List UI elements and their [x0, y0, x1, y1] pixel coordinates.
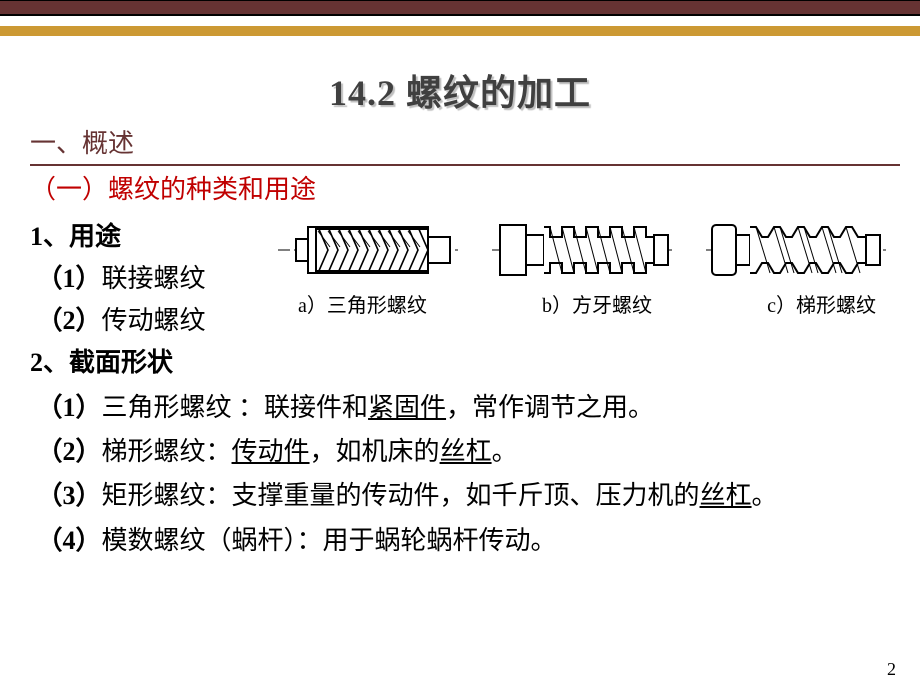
thread-diagram-trapezoidal	[706, 215, 886, 285]
ul-fastener: 紧固件	[368, 393, 446, 422]
desc-4: （4）模数螺纹（蜗杆）：用于蜗轮蜗杆传动。	[30, 521, 896, 561]
thread-diagram-triangular	[278, 215, 458, 285]
usage-item-2: （2）传动螺纹	[30, 301, 260, 341]
diagram-captions: a）三角形螺纹 b）方牙螺纹 c）梯形螺纹	[268, 291, 896, 322]
ul-leadscrew-1: 丝杠	[440, 437, 492, 466]
ul-transmission: 传动件	[232, 437, 310, 466]
page-number: 2	[887, 659, 896, 680]
ul-leadscrew-2: 丝杠	[700, 481, 752, 510]
body-row: 1、用途 （1）联接螺纹 （2）传动螺纹 2、截面形状	[30, 215, 896, 384]
desc-2: （2）梯形螺纹：传动件，如机床的丝杠。	[30, 432, 896, 472]
desc-1: （1）三角形螺纹 ：联接件和紧固件，常作调节之用。	[30, 388, 896, 428]
top-stripe	[0, 0, 920, 16]
usage-item-1: （1）联接螺纹	[30, 259, 260, 299]
content: 一、概述 （一）螺纹的种类和用途 1、用途 （1）联接螺纹 （2）传动螺纹 2、…	[0, 116, 920, 561]
figure-area: a）三角形螺纹 b）方牙螺纹 c）梯形螺纹	[260, 215, 896, 322]
title-wrap: 14.2 螺纹的加工	[0, 64, 920, 116]
left-column: 1、用途 （1）联接螺纹 （2）传动螺纹 2、截面形状	[30, 215, 260, 384]
page-title: 14.2 螺纹的加工	[329, 64, 591, 116]
caption-a: a）三角形螺纹	[298, 291, 427, 322]
h-usage: 1、用途	[30, 217, 260, 257]
overview-heading: 一、概述	[30, 124, 896, 164]
caption-c: c）梯形螺纹	[767, 291, 876, 322]
subsection-heading: （一）螺纹的种类和用途	[30, 170, 896, 210]
gold-stripe	[0, 26, 920, 36]
h-shape: 2、截面形状	[30, 343, 260, 383]
caption-b: b）方牙螺纹	[542, 291, 652, 322]
thread-diagram-square	[492, 215, 672, 285]
diagrams	[268, 215, 896, 285]
desc-3: （3）矩形螺纹：支撑重量的传动件，如千斤顶、压力机的丝杠。	[30, 476, 896, 516]
